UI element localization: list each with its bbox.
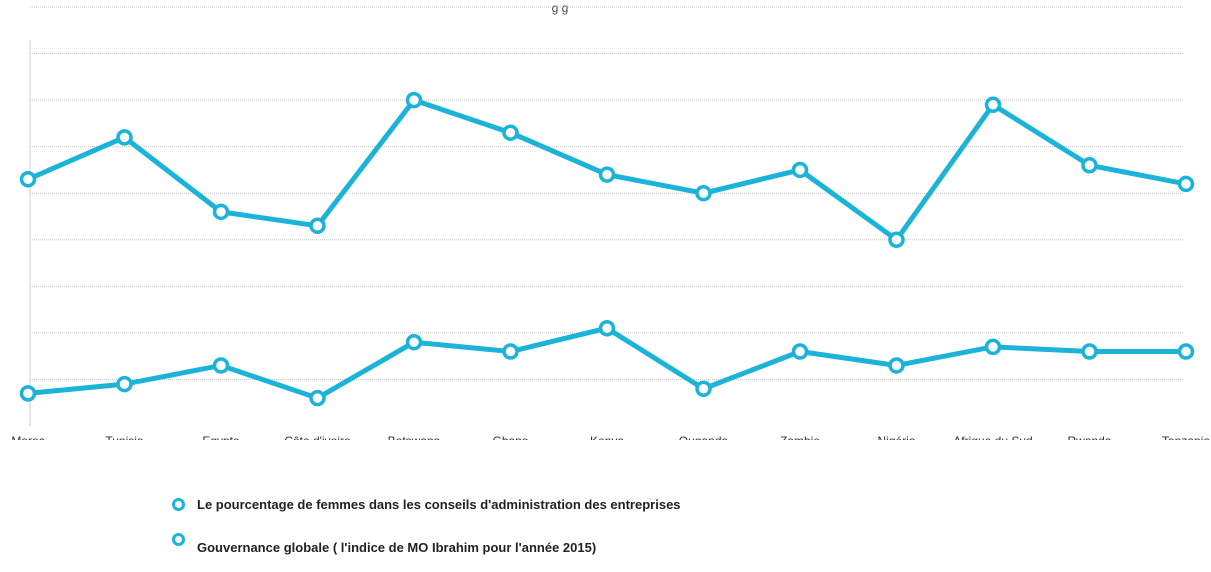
x-axis-labels: Maroc Tunisie Egypte Côte d'ivoire Botswana G… — [11, 434, 1210, 440]
data-point — [1081, 343, 1098, 360]
data-point — [791, 343, 809, 360]
data-point — [984, 338, 1002, 356]
data-point — [1177, 343, 1195, 360]
x-tick-label: Tunisie — [105, 434, 144, 440]
data-point — [888, 357, 905, 374]
data-point — [791, 161, 809, 179]
data-point — [309, 217, 326, 235]
data-point — [598, 319, 616, 337]
x-tick-label: Botswana — [388, 434, 441, 440]
x-tick-label: Nigéria — [877, 434, 915, 440]
data-point — [116, 129, 133, 146]
legend-item-governance: Gouvernance globale ( l'indice de MO Ibr… — [172, 533, 597, 555]
x-tick-label: Ghana — [492, 434, 528, 440]
x-tick-label: Egypte — [202, 434, 240, 440]
line-chart: g g Maroc Tunisie Egypte Côte d'ivoire Botsw… — [11, 1, 1210, 440]
x-tick-label: Zambie — [780, 434, 820, 440]
x-tick-label: Tanzanie — [1162, 434, 1210, 440]
x-tick-label: Ouganda — [679, 434, 729, 440]
data-point — [1081, 157, 1098, 174]
series-line-0 — [27, 325, 1186, 401]
data-point — [1177, 175, 1195, 193]
x-tick-label: Kenya — [590, 434, 624, 440]
data-point — [502, 124, 519, 141]
legend-label-women-percentage: Le pourcentage de femmes dans les consei… — [197, 497, 681, 512]
data-point — [212, 357, 230, 374]
data-point — [695, 380, 712, 398]
series-layer — [19, 91, 1195, 407]
data-point — [212, 203, 230, 221]
data-point — [598, 166, 616, 183]
legend-marker-icon — [172, 533, 185, 546]
data-point — [116, 375, 133, 393]
legend-item-women-percentage: Le pourcentage de femmes dans les consei… — [172, 497, 681, 512]
legend-label-governance: Gouvernance globale ( l'indice de MO Ibr… — [197, 540, 597, 555]
chart-title-fragment: g g — [552, 1, 569, 15]
data-point — [502, 343, 519, 360]
data-point — [888, 231, 905, 249]
x-tick-label: Rwanda — [1067, 434, 1111, 440]
data-point — [19, 385, 37, 402]
x-tick-label: Maroc — [11, 434, 44, 440]
legend-marker-icon — [172, 498, 185, 511]
data-point — [984, 96, 1002, 114]
data-point — [405, 91, 423, 109]
data-point — [695, 184, 712, 202]
data-point — [309, 389, 326, 407]
data-point — [405, 333, 423, 351]
x-tick-label: Afrique du Sud — [953, 434, 1032, 440]
data-point — [19, 171, 37, 188]
x-tick-label: Côte d'ivoire — [284, 434, 351, 440]
